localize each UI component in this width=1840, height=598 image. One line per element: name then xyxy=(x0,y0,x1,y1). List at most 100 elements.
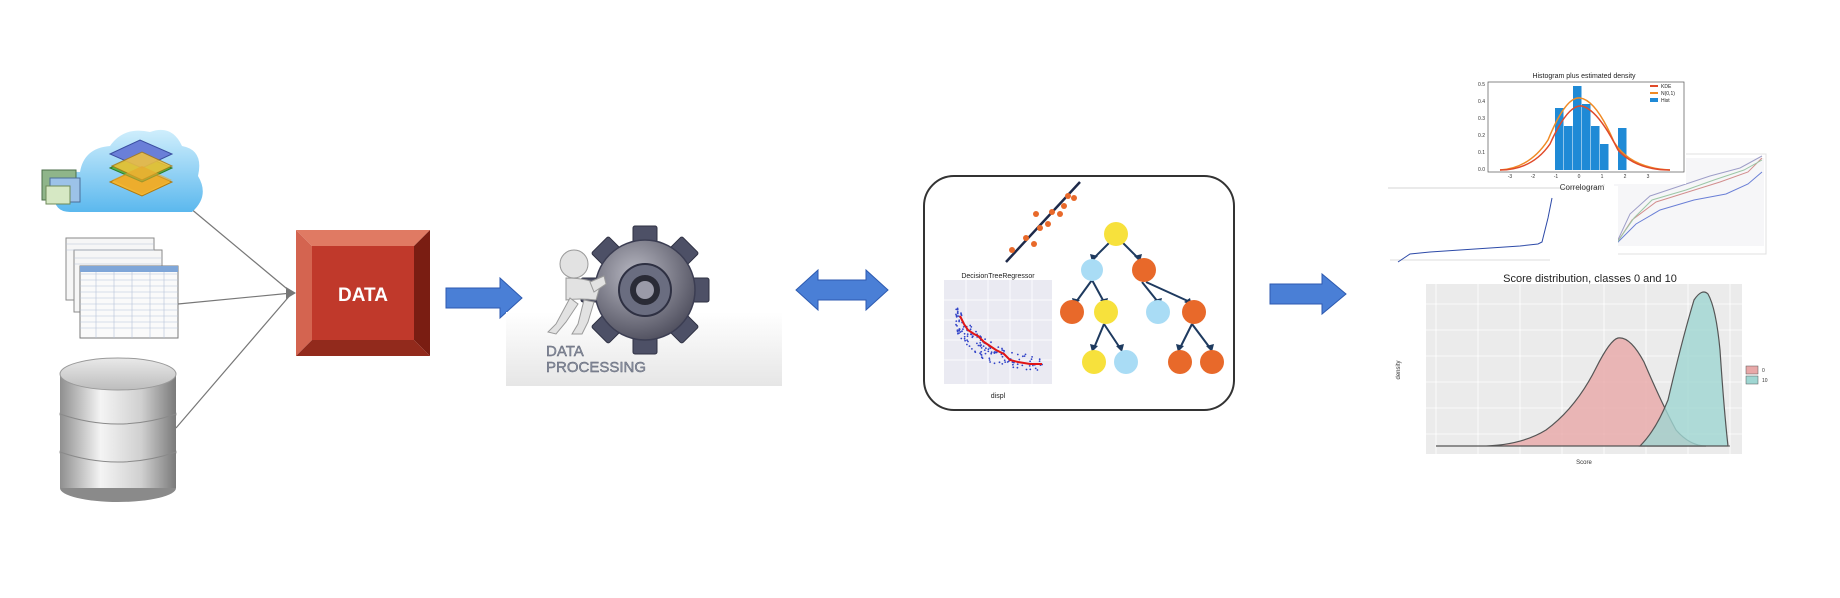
decision-tree xyxy=(1060,222,1224,374)
regressor-point xyxy=(959,331,962,333)
histogram-ytick: 0.5 xyxy=(1478,82,1485,88)
histogram-legend-kde: KDE xyxy=(1661,84,1672,90)
regressor-point xyxy=(968,345,971,347)
regressor-point xyxy=(969,324,972,327)
regressor-point xyxy=(1034,367,1037,370)
regressor-point xyxy=(979,342,982,344)
data-processing-illustration: DATA PROCESSING xyxy=(506,225,782,386)
regressor-point xyxy=(1001,347,1003,350)
regressor-point xyxy=(955,313,957,316)
regressor-point xyxy=(955,314,958,317)
histogram-ytick: 0.3 xyxy=(1478,116,1485,122)
regressor-point xyxy=(961,330,963,333)
processing-label-line1: DATA xyxy=(546,343,584,360)
database-icon xyxy=(59,357,177,502)
regressor-point xyxy=(988,359,991,361)
regressor-point xyxy=(1011,351,1013,354)
regressor-point xyxy=(955,320,958,322)
tree-node xyxy=(1094,300,1118,324)
regressor-point xyxy=(967,340,969,343)
regressor-point xyxy=(993,362,996,365)
regressor-point xyxy=(956,307,959,310)
regressor-point xyxy=(966,335,969,338)
regressor-point xyxy=(955,323,957,326)
score-legend-10: 10 xyxy=(1762,378,1768,384)
regressor-point xyxy=(963,337,966,340)
histogram-bar xyxy=(1600,144,1609,170)
regressor-point xyxy=(971,348,973,350)
regressor-point xyxy=(966,343,968,346)
processing-label-line2: PROCESSING xyxy=(546,359,646,376)
regressor-point xyxy=(1030,358,1033,361)
regressor-point xyxy=(980,344,982,346)
score-title: Score distribution, classes 0 and 10 xyxy=(1503,273,1677,285)
regressor-point xyxy=(956,308,959,311)
histogram-title: Histogram plus estimated density xyxy=(1532,73,1636,80)
pushing-figure xyxy=(547,249,607,335)
regressor-point xyxy=(1032,364,1034,367)
regressor-point xyxy=(1013,361,1015,364)
regressor-point xyxy=(990,352,993,355)
spreadsheet-icon xyxy=(65,237,179,339)
histogram-bar xyxy=(1573,86,1582,170)
histogram-xtick: 2 xyxy=(1624,174,1627,180)
tree-node xyxy=(1082,350,1106,374)
tree-node-root xyxy=(1104,222,1128,246)
regressor-point xyxy=(956,330,959,333)
input-connectors xyxy=(175,207,293,429)
regressor-point xyxy=(1029,360,1031,363)
histogram-ytick: 0.4 xyxy=(1478,99,1485,105)
regressor-point xyxy=(966,333,969,335)
score-ylabel: density xyxy=(1396,360,1402,379)
regressor-point xyxy=(963,335,966,338)
regressor-point xyxy=(974,350,976,353)
tree-regressor-plot: DecisionTreeRegressor displ xyxy=(944,273,1052,400)
data-block: DATA xyxy=(296,230,430,356)
regressor-point xyxy=(1024,353,1027,356)
regressor-point xyxy=(995,351,998,354)
histogram-bar xyxy=(1555,108,1564,170)
histogram-xtick: 1 xyxy=(1601,174,1604,180)
tree-node xyxy=(1146,300,1170,324)
regressor-point xyxy=(1036,369,1039,371)
tree-node xyxy=(1168,350,1192,374)
regressor-point xyxy=(981,357,984,360)
regressor-point xyxy=(964,339,966,342)
regressor-point xyxy=(984,338,986,341)
histogram-bar xyxy=(1618,128,1627,170)
regressor-point xyxy=(987,348,990,351)
data-label: DATA xyxy=(338,285,388,306)
regressor-point xyxy=(1012,366,1015,369)
regressor-point xyxy=(975,330,977,333)
regressor-point xyxy=(970,333,973,336)
regressor-point xyxy=(990,341,992,344)
histogram-ytick: 0.1 xyxy=(1478,150,1485,156)
regressor-point xyxy=(989,347,992,350)
regressor-point xyxy=(956,329,959,332)
regressor-point xyxy=(1001,363,1004,365)
regressor-point xyxy=(958,319,961,322)
regressor-point xyxy=(956,325,958,327)
regressor-point xyxy=(979,352,981,355)
histogram-legend-hist: Hist xyxy=(1661,98,1670,104)
correlogram-title: Correlogram xyxy=(1560,183,1605,192)
regressor-point xyxy=(983,349,986,351)
regressor-point xyxy=(1007,360,1010,363)
regressor-point xyxy=(1016,363,1019,366)
regressor-point xyxy=(956,312,959,315)
flow-arrow-1 xyxy=(445,276,523,320)
regressor-point xyxy=(1029,368,1032,371)
cloud-gis-icon xyxy=(41,129,203,212)
tree-node xyxy=(1060,300,1084,324)
score-xlabel: Score xyxy=(1576,460,1592,466)
regressor-point xyxy=(1038,360,1041,362)
regressor-point xyxy=(960,312,962,315)
regressor-point xyxy=(1016,353,1019,356)
histogram-ytick: 0.0 xyxy=(1478,167,1485,173)
tree-node xyxy=(1081,259,1103,281)
regressor-point xyxy=(960,337,963,340)
regressor-point xyxy=(1025,368,1028,371)
regressor-point xyxy=(1028,365,1031,367)
connector-arrowhead xyxy=(286,287,296,299)
